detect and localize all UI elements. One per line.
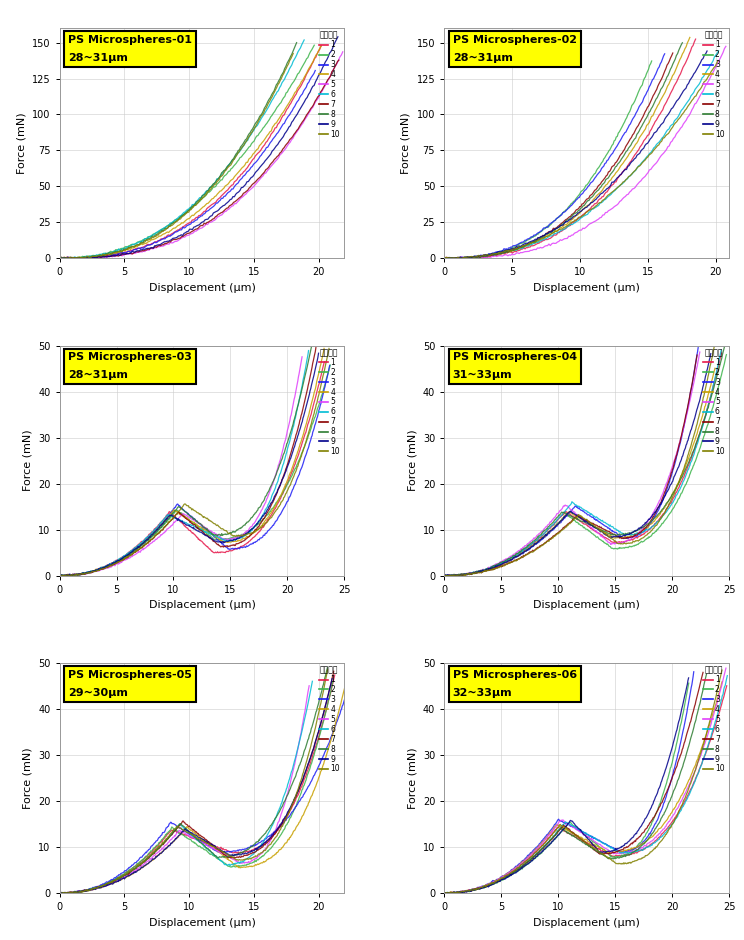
Y-axis label: Force (mN): Force (mN) <box>401 113 411 174</box>
Y-axis label: Force (mN): Force (mN) <box>407 430 417 492</box>
Legend: 1, 2, 3, 4, 5, 6, 7, 8, 9, 10: 1, 2, 3, 4, 5, 6, 7, 8, 9, 10 <box>318 30 341 139</box>
X-axis label: Displacement (μm): Displacement (μm) <box>533 917 640 928</box>
Legend: 1, 2, 3, 4, 5, 6, 7, 8, 9, 10: 1, 2, 3, 4, 5, 6, 7, 8, 9, 10 <box>318 347 341 457</box>
Text: PS Microspheres-06
32~33μm: PS Microspheres-06 32~33μm <box>453 670 577 697</box>
X-axis label: Displacement (μm): Displacement (μm) <box>149 917 255 928</box>
Y-axis label: Force (mN): Force (mN) <box>22 430 33 492</box>
Text: PS Microspheres-03
28~31μm: PS Microspheres-03 28~31μm <box>68 352 192 381</box>
Text: PS Microspheres-01
28~31μm: PS Microspheres-01 28~31μm <box>68 35 192 63</box>
Text: PS Microspheres-02
28~31μm: PS Microspheres-02 28~31μm <box>453 35 577 63</box>
Legend: 1, 2, 3, 4, 5, 6, 7, 8, 9, 10: 1, 2, 3, 4, 5, 6, 7, 8, 9, 10 <box>318 665 341 775</box>
Y-axis label: Force (mN): Force (mN) <box>22 747 33 808</box>
X-axis label: Displacement (μm): Displacement (μm) <box>533 283 640 292</box>
X-axis label: Displacement (μm): Displacement (μm) <box>149 283 255 292</box>
Legend: 1, 2, 3, 4, 5, 6, 7, 8, 9, 10: 1, 2, 3, 4, 5, 6, 7, 8, 9, 10 <box>702 665 725 775</box>
Text: PS Microspheres-04
31~33μm: PS Microspheres-04 31~33μm <box>453 352 577 381</box>
X-axis label: Displacement (μm): Displacement (μm) <box>533 600 640 610</box>
Y-axis label: Force (mN): Force (mN) <box>407 747 417 808</box>
Text: PS Microspheres-05
29~30μm: PS Microspheres-05 29~30μm <box>68 670 192 697</box>
Legend: 1, 2, 3, 4, 5, 6, 7, 8, 9, 10: 1, 2, 3, 4, 5, 6, 7, 8, 9, 10 <box>702 30 725 139</box>
X-axis label: Displacement (μm): Displacement (μm) <box>149 600 255 610</box>
Legend: 1, 2, 3, 4, 5, 6, 7, 8, 9, 10: 1, 2, 3, 4, 5, 6, 7, 8, 9, 10 <box>702 347 725 457</box>
Y-axis label: Force (mN): Force (mN) <box>16 113 26 174</box>
